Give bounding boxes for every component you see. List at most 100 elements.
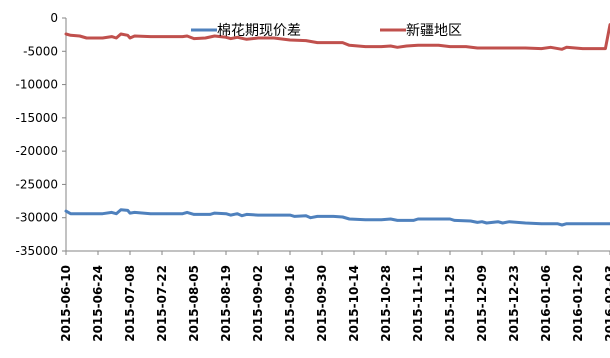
data-point — [294, 215, 296, 217]
data-point — [604, 48, 606, 50]
x-tick-label: 2015-07-22 — [155, 265, 169, 342]
data-point — [561, 224, 563, 226]
x-tick-label: 2015-12-09 — [475, 265, 489, 342]
data-point — [561, 48, 563, 50]
data-point — [65, 33, 67, 35]
data-point — [598, 48, 600, 50]
y-tick-label: -10000 — [15, 78, 58, 92]
data-point — [70, 213, 72, 215]
data-point — [127, 209, 129, 211]
x-tick-label: 2015-10-14 — [347, 265, 361, 342]
data-point — [115, 213, 117, 215]
data-point — [449, 46, 451, 48]
data-point — [289, 39, 291, 41]
series-1 — [64, 208, 610, 227]
data-point — [186, 35, 188, 37]
data-point — [417, 218, 419, 220]
data-point — [380, 46, 382, 48]
data-point — [598, 223, 600, 225]
y-tick-label: -20000 — [15, 144, 58, 158]
data-point — [193, 38, 195, 40]
data-point — [214, 212, 216, 214]
data-point — [540, 48, 542, 50]
x-tick-label: 2015-06-24 — [91, 265, 105, 342]
x-tick-label: 2016-01-20 — [571, 265, 585, 342]
x-tick-label: 2015-10-28 — [379, 265, 393, 342]
data-point — [129, 212, 131, 214]
data-point — [289, 214, 291, 216]
y-tick-label: 0 — [50, 11, 58, 25]
y-axis-ticks: 0 -5000 -10000 -15000 -20000 -25000 -30000 -350… — [15, 11, 66, 258]
data-point — [102, 37, 104, 39]
data-point — [476, 221, 478, 223]
x-tick-label: 2015-11-25 — [443, 265, 457, 342]
x-tick-label: 2016-02-03 — [603, 265, 610, 342]
data-point — [524, 222, 526, 224]
data-point — [396, 219, 398, 221]
legend-label: 棉花期现价差 — [217, 22, 301, 39]
data-point — [540, 223, 542, 225]
data-point — [310, 217, 312, 219]
data-point — [214, 35, 216, 37]
data-point — [246, 38, 248, 40]
data-point — [86, 37, 88, 39]
data-point — [364, 46, 366, 48]
data-point — [225, 213, 227, 215]
data-point — [417, 44, 419, 46]
data-point — [508, 221, 510, 223]
data-point — [230, 38, 232, 40]
data-point — [204, 37, 206, 39]
data-point — [390, 218, 392, 220]
data-point — [166, 213, 168, 215]
data-point — [332, 215, 334, 217]
data-point — [111, 36, 113, 38]
data-point — [497, 221, 499, 223]
data-point — [582, 223, 584, 225]
data-point — [70, 34, 72, 36]
data-point — [241, 215, 243, 217]
data-point — [86, 213, 88, 215]
data-point — [127, 34, 129, 36]
data-point — [582, 48, 584, 50]
series-2 — [64, 23, 610, 51]
data-point — [115, 37, 117, 39]
data-point — [438, 44, 440, 46]
data-point — [481, 221, 483, 223]
x-tick-label: 2015-12-23 — [507, 265, 521, 342]
data-point — [230, 214, 232, 216]
data-point — [150, 36, 152, 38]
data-point — [556, 223, 558, 225]
data-point — [406, 45, 408, 47]
y-tick-label: -25000 — [15, 177, 58, 191]
data-point — [236, 213, 238, 215]
data-point — [305, 215, 307, 217]
data-point — [342, 42, 344, 44]
data-point — [65, 210, 67, 212]
data-point — [134, 211, 136, 213]
data-point — [486, 222, 488, 224]
data-point — [193, 213, 195, 215]
data-point — [449, 218, 451, 220]
data-point — [150, 213, 152, 215]
data-point — [273, 37, 275, 39]
data-point — [566, 223, 568, 225]
data-point — [390, 45, 392, 47]
legend-label: 新疆地区 — [406, 23, 462, 39]
data-point — [129, 37, 131, 39]
data-point — [246, 213, 248, 215]
data-point — [120, 33, 122, 35]
data-point — [465, 46, 467, 48]
data-point — [186, 211, 188, 213]
data-point — [257, 214, 259, 216]
y-tick-label: -15000 — [15, 111, 58, 125]
data-point — [79, 35, 81, 37]
data-point — [332, 42, 334, 44]
x-tick-label: 2015-06-10 — [59, 265, 73, 342]
series-line — [64, 23, 610, 51]
x-tick-label: 2015-11-11 — [411, 265, 425, 342]
data-point — [502, 222, 504, 224]
data-point — [550, 46, 552, 48]
data-point — [348, 44, 350, 46]
